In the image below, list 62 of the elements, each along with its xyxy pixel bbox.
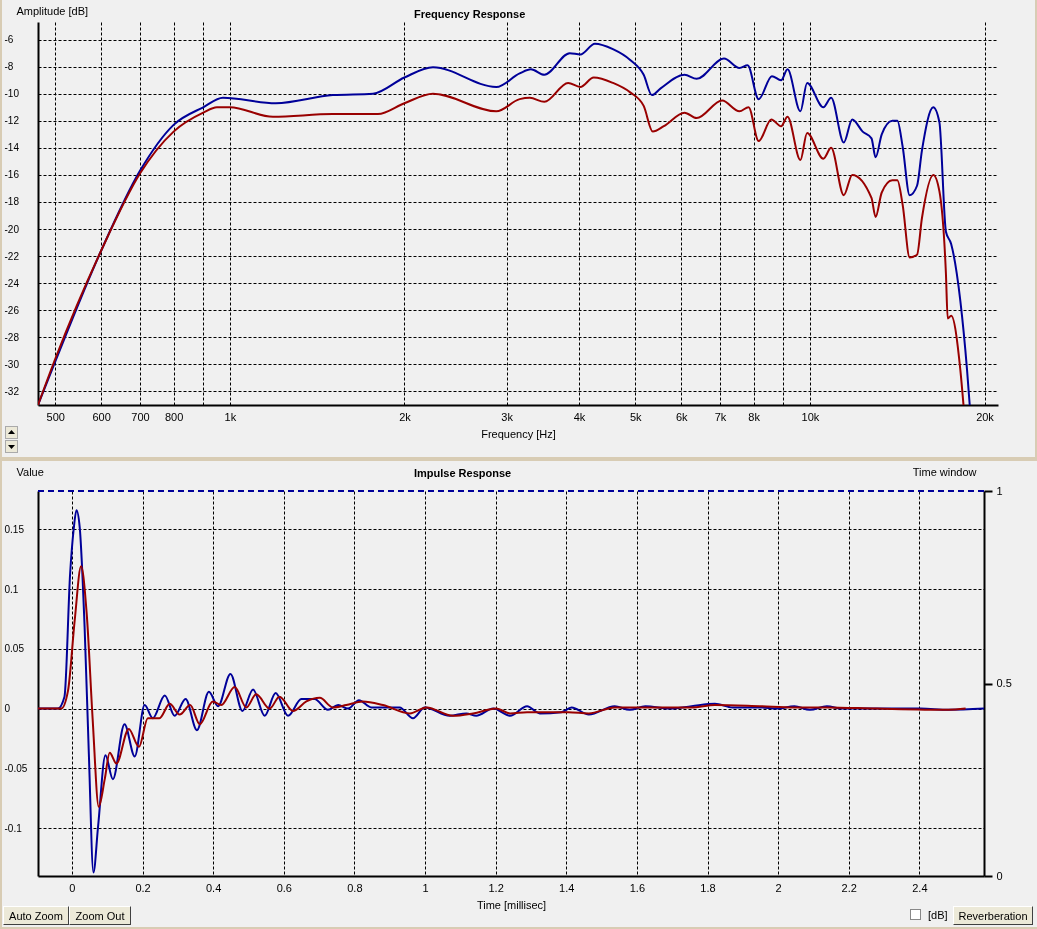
button: Reverberation [953,906,1033,925]
x-tick-label: 1k [224,410,237,423]
x-tick-label: 7k [714,410,727,423]
x-tick-label: 2.4 [912,881,928,894]
button: Auto Zoom [3,906,69,925]
x-tick-label: 700 [131,410,150,423]
y-tick-label: -30 [4,358,20,370]
line-series [38,565,967,808]
y-tick-label: 0.05 [4,643,25,655]
x-tick-label: 0.6 [276,881,292,894]
y-tick-label: -22 [4,250,20,262]
y-axis-title: Amplitude [dB] [16,4,89,17]
chart-title: Impulse Response [414,467,512,479]
y-tick-label: -0.1 [4,822,23,834]
y-tick-label: 0.1 [4,583,19,595]
x-tick-label: 2k [399,410,412,423]
x-tick-label: 800 [164,410,184,423]
x-tick-label: 10k [801,410,820,423]
x-tick-label: 0 [69,881,76,894]
y-tick-label: -18 [4,196,20,208]
y2-tick-label: 1 [996,484,1003,497]
x-tick-label: 1.6 [629,881,646,894]
x-tick-label: 500 [46,410,65,423]
x-tick-label: 6k [675,410,689,423]
y-tick-label: -26 [4,304,20,316]
chart-title: Frequency Response [414,8,526,20]
y-tick-label: -14 [4,142,20,154]
x-axis-title: Time [millisec] [476,898,547,911]
y2-tick-label: 0 [996,869,1003,882]
y-tick-label: -28 [4,331,20,343]
y-tick-label: -10 [4,88,20,100]
text: [dB] [928,909,948,921]
x-tick-label: 1 [422,881,429,894]
x-tick-label: 5k [629,410,643,423]
x-tick-label: 2.2 [841,881,857,894]
y2-tick-label: 0.5 [996,677,1012,689]
x-tick-label: 3k [501,410,514,423]
y-tick-label: -12 [4,115,20,127]
y-tick-label: -6 [4,34,14,46]
y-tick-label: -0.05 [4,762,28,774]
y-tick-label: -32 [4,385,20,397]
x-tick-label: 1.8 [700,881,716,894]
x-tick-label: 0.4 [206,881,222,894]
x-axis-title: Frequency [Hz] [481,427,556,440]
y-tick-label: -16 [4,169,20,181]
x-tick-label: 600 [92,410,111,423]
y-tick-label: 0 [4,703,11,715]
x-tick-label: 1.4 [559,881,575,894]
button: Zoom Out [69,906,131,925]
y-tick-label: -20 [4,223,20,235]
x-tick-label: 4k [573,410,586,423]
y2-axis-title: Time window [912,465,977,478]
x-tick-label: 20k [976,410,995,423]
y-tick-label: -8 [4,61,14,73]
x-tick-label: 1.2 [488,881,504,894]
y-tick-label: 0.15 [4,523,25,535]
x-tick-label: 2 [775,881,782,894]
x-tick-label: 0.2 [135,881,151,894]
x-tick-label: 0.8 [347,881,363,894]
x-tick-label: 8k [748,410,761,423]
y-axis-title: Value [16,465,44,478]
y-tick-label: -24 [4,277,20,289]
